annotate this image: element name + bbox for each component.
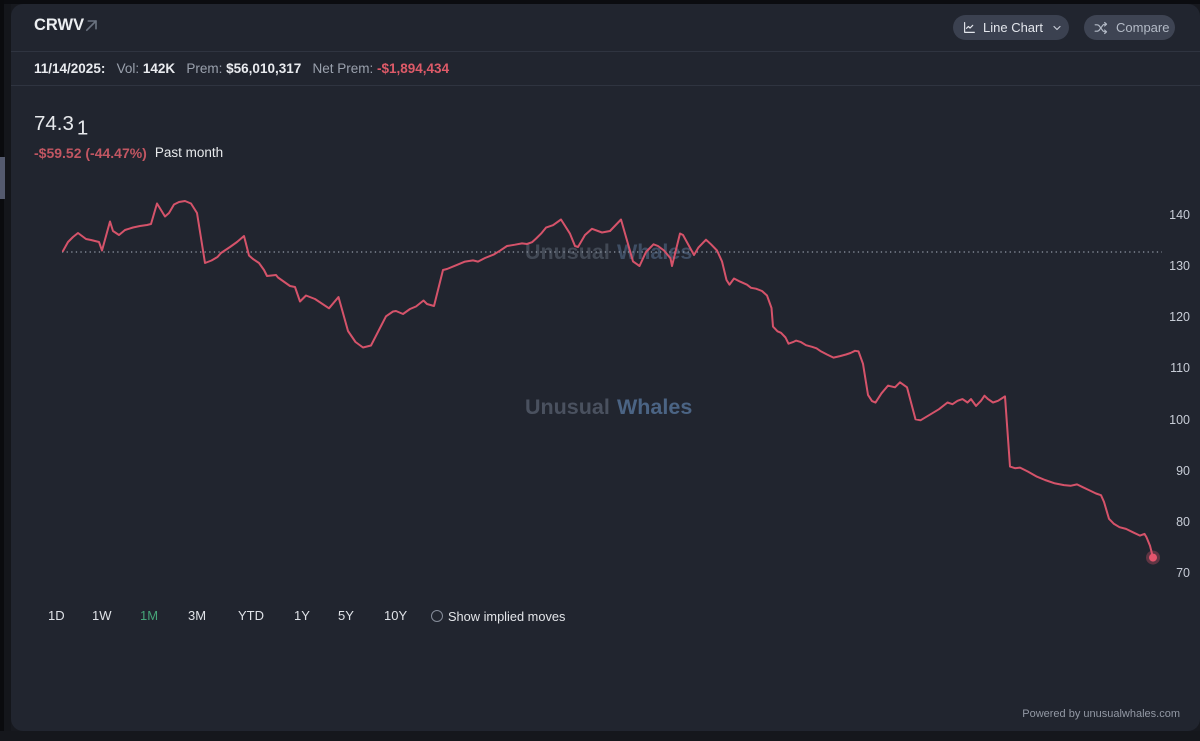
svg-text:80: 80 [1176, 515, 1190, 529]
svg-text:90: 90 [1176, 464, 1190, 478]
svg-text:140: 140 [1169, 208, 1190, 222]
svg-text:100: 100 [1169, 413, 1190, 427]
svg-text:130: 130 [1169, 259, 1190, 273]
svg-text:70: 70 [1176, 566, 1190, 580]
svg-text:Unusual: Unusual [525, 395, 610, 419]
svg-text:Whales: Whales [617, 395, 692, 419]
svg-text:110: 110 [1170, 361, 1190, 375]
svg-text:Unusual: Unusual [525, 240, 610, 264]
svg-text:120: 120 [1169, 310, 1190, 324]
